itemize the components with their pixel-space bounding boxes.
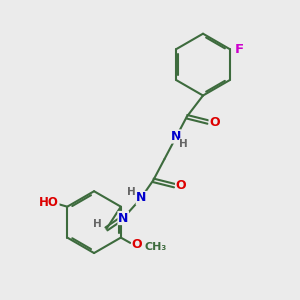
Text: H: H (127, 187, 136, 197)
Text: O: O (176, 179, 186, 192)
Text: CH₃: CH₃ (145, 242, 167, 252)
Text: H: H (179, 139, 188, 149)
Text: O: O (209, 116, 220, 128)
Text: F: F (235, 43, 244, 56)
Text: H: H (93, 220, 102, 230)
Text: N: N (170, 130, 181, 143)
Text: HO: HO (39, 196, 59, 209)
Text: O: O (132, 238, 142, 251)
Text: N: N (118, 212, 128, 224)
Text: N: N (136, 191, 147, 205)
